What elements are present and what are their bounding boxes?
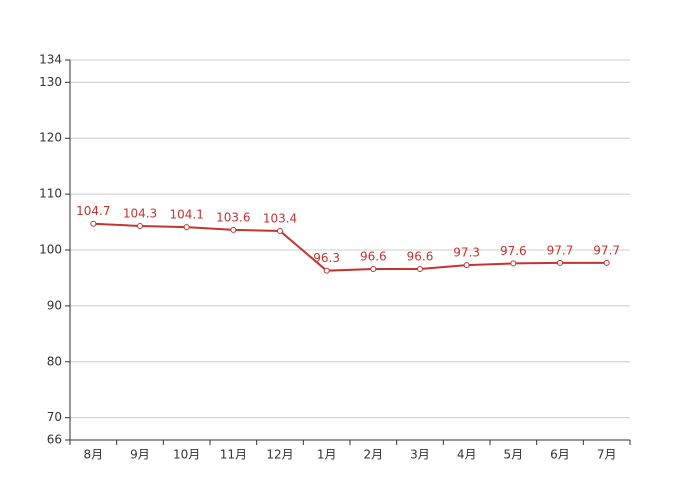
data-point bbox=[230, 226, 237, 233]
data-label: 97.6 bbox=[500, 244, 527, 258]
x-tick-label: 5月 bbox=[504, 448, 524, 462]
x-tick-label: 3月 bbox=[410, 448, 430, 462]
data-point bbox=[137, 222, 143, 229]
data-point bbox=[370, 266, 377, 272]
data-label: 97.7 bbox=[547, 243, 574, 257]
y-tick-label: 100 bbox=[39, 243, 62, 257]
data-label: 104.7 bbox=[76, 204, 110, 218]
data-point bbox=[417, 266, 423, 272]
x-tick-label: 4月 bbox=[457, 448, 477, 462]
data-point bbox=[277, 228, 283, 234]
data-point bbox=[557, 259, 563, 266]
data-label: 96.3 bbox=[313, 251, 340, 265]
y-tick-label: 66 bbox=[47, 433, 62, 447]
x-tick-label: 6月 bbox=[550, 448, 570, 462]
x-tick-label: 12月 bbox=[266, 448, 293, 462]
x-tick-label: 10月 bbox=[173, 448, 200, 462]
y-tick-label: 120 bbox=[39, 131, 62, 145]
y-tick-label: 110 bbox=[39, 187, 62, 201]
x-tick-label: 2月 bbox=[364, 448, 384, 462]
data-label: 104.3 bbox=[123, 206, 157, 220]
x-tick-label: 8月 bbox=[84, 448, 104, 462]
x-tick-label: 9月 bbox=[130, 448, 150, 462]
data-label: 96.6 bbox=[407, 250, 434, 264]
data-label: 103.6 bbox=[216, 210, 250, 224]
y-tick-label: 70 bbox=[47, 410, 62, 424]
y-tick-label: 90 bbox=[47, 298, 62, 312]
data-line bbox=[93, 222, 607, 272]
x-tick-label: 7月 bbox=[597, 448, 617, 462]
data-label: 97.7 bbox=[593, 243, 620, 257]
data-point bbox=[603, 259, 610, 266]
x-tick-label: 1月 bbox=[317, 448, 337, 462]
data-point bbox=[183, 224, 190, 231]
data-label: 96.6 bbox=[360, 250, 387, 264]
x-tick-label: 11月 bbox=[220, 448, 247, 462]
data-point bbox=[323, 267, 330, 274]
y-tick-label: 80 bbox=[47, 354, 62, 368]
data-label: 104.1 bbox=[169, 208, 203, 222]
data-point bbox=[90, 220, 97, 227]
data-label: 97.3 bbox=[453, 246, 480, 260]
data-label: 103.4 bbox=[263, 212, 297, 226]
y-tick-label: 130 bbox=[39, 75, 62, 89]
data-point bbox=[510, 260, 517, 267]
data-point bbox=[463, 262, 470, 269]
y-tick-label: 134 bbox=[39, 53, 62, 67]
